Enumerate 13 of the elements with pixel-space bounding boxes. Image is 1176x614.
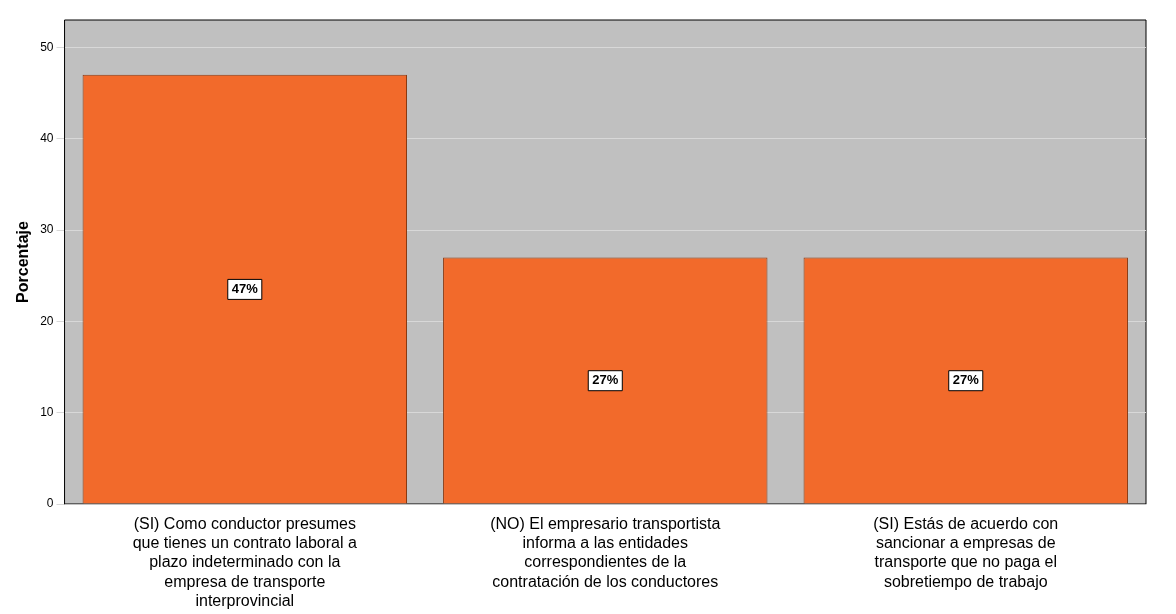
y-tick-label: 20 [40,313,54,328]
data-label: 27% [592,372,619,388]
y-tick-label: 50 [40,39,54,54]
y-tick-label: 0 [46,496,54,511]
y-tick-label: 10 [40,404,54,419]
x-tick-label: (SI) Estás de acuerdo con sancionar a empresas de transporte que no paga el sobretiempo de trabajo [873,515,1059,590]
y-tick-label: 30 [40,222,54,237]
y-axis-title: Porcentaje [14,220,32,303]
x-tick-label: (SI) Como conductor presumes que tienes un contrato laboral a plazo indeterminado con la empresa de transporte interprovincial [132,515,357,609]
x-tick-label: (NO) El empresario transportista informa a las entidades correspondientes de la contratación de los conductores [490,515,721,590]
data-label: 47% [231,280,259,296]
data-label: 27% [952,372,980,388]
y-tick-label: 40 [40,131,54,146]
